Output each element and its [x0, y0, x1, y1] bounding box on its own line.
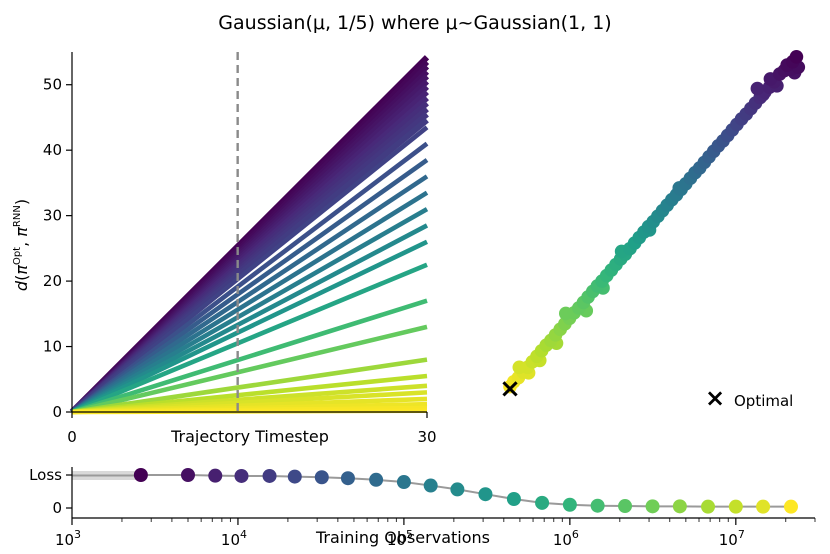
x-axis-label: Trajectory Timestep — [170, 427, 329, 446]
y-ticks: 0 10 20 30 40 50 — [43, 76, 72, 421]
loss-point — [340, 471, 355, 486]
loss-point — [369, 472, 384, 487]
y-label-comma: , — [12, 237, 31, 247]
loss-point — [672, 499, 687, 514]
loss-x-tick-label: 104 — [221, 528, 247, 549]
legend-marker: × — [705, 384, 725, 412]
loss-y-ticks: Loss 0 — [29, 466, 72, 517]
y-label-rnn: RNN — [12, 205, 23, 227]
figure-title: Gaussian(μ, 1/5) where μ~Gaussian(1, 1) — [218, 12, 611, 34]
series-line — [71, 239, 428, 415]
loss-point — [562, 497, 577, 512]
loss-point — [180, 468, 195, 482]
loss-point — [234, 468, 249, 483]
loss-point — [506, 492, 521, 506]
y-label-d: d — [12, 280, 31, 291]
embedding-point — [789, 50, 804, 64]
y-label-opt: Opt — [12, 247, 23, 265]
y-label-close: ) — [12, 199, 31, 205]
y-tick-label: 30 — [43, 207, 62, 225]
optimal-marker: × — [499, 374, 521, 404]
loss-y-tick-label: Loss — [29, 466, 62, 484]
loss-panel: Loss 0 103 104 105 106 107 Training Observati… — [29, 466, 816, 549]
embedding-point — [750, 81, 765, 96]
embedding-points — [503, 50, 806, 394]
loss-point — [208, 468, 223, 483]
loss-x-axis-label: Training Observations — [315, 528, 490, 547]
loss-point — [262, 468, 277, 483]
x-tick-label: 0 — [67, 428, 77, 446]
loss-x-tick-label: 105 — [387, 528, 413, 549]
loss-x-tick-label: 106 — [553, 528, 579, 549]
loss-points — [133, 468, 798, 514]
loss-point — [728, 499, 743, 514]
loss-point — [701, 499, 716, 514]
y-tick-label: 0 — [52, 403, 62, 421]
loss-point — [133, 468, 148, 482]
y-tick-label: 10 — [43, 338, 62, 356]
loss-point — [396, 475, 411, 490]
loss-point — [287, 469, 302, 484]
embedding-point — [512, 360, 527, 375]
loss-point — [783, 499, 798, 514]
y-label-pi2: π — [12, 227, 31, 237]
y-label-pi1: π — [12, 265, 31, 275]
loss-point — [618, 499, 633, 514]
loss-point — [423, 478, 438, 493]
scatter-panel: × × Optimal — [499, 50, 806, 412]
series-line — [71, 357, 428, 415]
y-tick-label: 50 — [43, 76, 62, 94]
loss-point — [590, 498, 605, 513]
series-line — [71, 298, 428, 415]
loss-x-tick-label: 107 — [719, 528, 745, 549]
loss-point — [450, 482, 465, 497]
loss-y-tick-label: 0 — [52, 499, 62, 517]
loss-point — [756, 499, 771, 514]
loss-point — [478, 487, 493, 502]
loss-x-tick-label: 103 — [55, 528, 81, 549]
loss-x-ticks: 103 104 105 106 107 — [55, 518, 816, 549]
series-line — [70, 207, 429, 414]
series-line — [71, 324, 428, 415]
series-line — [70, 190, 429, 414]
loss-point — [535, 495, 550, 510]
y-tick-label: 20 — [43, 272, 62, 290]
y-axis-label: d(πOpt, πRNN) — [12, 199, 31, 291]
series-line — [70, 223, 429, 415]
loss-point — [314, 470, 329, 485]
x-tick-label: 30 — [417, 428, 436, 446]
y-tick-label: 40 — [43, 141, 62, 159]
x-ticks: 0 30 — [67, 412, 437, 446]
series-line — [71, 262, 428, 415]
y-label-open: ( — [12, 275, 31, 281]
legend-label-optimal: Optimal — [734, 392, 793, 410]
loss-point — [645, 499, 660, 514]
series-lines — [69, 55, 430, 415]
series-line — [70, 174, 429, 414]
